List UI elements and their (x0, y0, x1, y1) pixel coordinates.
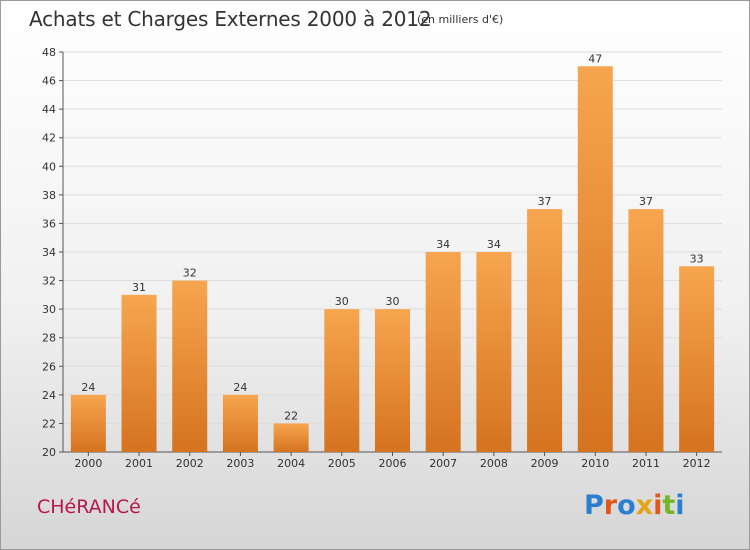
x-tick-label-2005: 2005 (328, 457, 356, 470)
y-tick-label: 26 (42, 360, 56, 373)
x-tick-label-2006: 2006 (379, 457, 407, 470)
y-tick-label: 46 (42, 75, 56, 88)
y-tick-label: 36 (42, 217, 56, 230)
x-tick-label-2004: 2004 (277, 457, 305, 470)
x-tick-label-2010: 2010 (581, 457, 609, 470)
logo-letter: x (635, 490, 654, 521)
value-label-2002: 32 (183, 267, 197, 280)
value-label-2012: 33 (690, 252, 704, 265)
value-label-2003: 24 (233, 381, 247, 394)
logo-letter: P (584, 490, 604, 521)
y-tick-label: 38 (42, 189, 56, 202)
value-label-2001: 31 (132, 281, 146, 294)
bar-2010 (577, 66, 613, 453)
y-tick-label: 22 (42, 417, 56, 430)
x-tick-label-2000: 2000 (74, 457, 102, 470)
chart-unit-label: (en milliers d'€) (417, 13, 504, 26)
value-label-2000: 24 (81, 381, 95, 394)
x-tick-label-2002: 2002 (176, 457, 204, 470)
bar-layer (70, 66, 715, 453)
y-tick-label: 30 (42, 303, 56, 316)
y-tick-label: 28 (42, 332, 56, 345)
y-tick-label: 34 (42, 246, 56, 259)
value-label-2007: 34 (436, 238, 450, 251)
bar-2005 (324, 309, 360, 452)
bar-2011 (628, 209, 664, 452)
logo-letter: r (603, 490, 618, 521)
value-label-2010: 47 (588, 52, 602, 65)
y-tick-label: 20 (42, 446, 56, 459)
bar-2000 (70, 394, 106, 452)
value-label-2008: 34 (487, 238, 501, 251)
commune-name: CHéRANCé (37, 496, 141, 518)
x-tick-label-2012: 2012 (683, 457, 711, 470)
value-label-2006: 30 (386, 295, 400, 308)
x-tick-label-2003: 2003 (226, 457, 254, 470)
bar-2001 (121, 294, 157, 452)
proxiti-logo[interactable]: Proxiti (584, 490, 685, 521)
y-tick-label: 24 (42, 389, 56, 402)
logo-letter: i (653, 490, 663, 521)
bar-2003 (222, 394, 258, 452)
value-label-2009: 37 (538, 195, 552, 208)
logo-letter: i (675, 490, 685, 521)
bar-2008 (476, 252, 512, 452)
value-label-2011: 37 (639, 195, 653, 208)
chart-title: Achats et Charges Externes 2000 à 2012 (29, 7, 432, 31)
y-tick-label: 42 (42, 132, 56, 145)
y-tick-label: 32 (42, 275, 56, 288)
bar-2009 (527, 209, 563, 452)
logo-letter: o (617, 490, 636, 521)
value-label-2005: 30 (335, 295, 349, 308)
y-tick-label: 44 (42, 103, 56, 116)
label-layer: 24 2000 31 2001 32 2002 24 2003 22 2004 30 2005 30 20… (74, 52, 710, 470)
x-tick-label-2007: 2007 (429, 457, 457, 470)
bar-2012 (679, 266, 715, 452)
y-tick-label: 48 (42, 46, 56, 59)
x-tick-label-2011: 2011 (632, 457, 660, 470)
bar-2004 (273, 423, 309, 452)
value-label-2004: 22 (284, 409, 298, 422)
logo-letter: t (662, 490, 676, 521)
x-tick-label-2009: 2009 (531, 457, 559, 470)
bar-2002 (172, 280, 208, 452)
x-tick-label-2001: 2001 (125, 457, 153, 470)
bar-2007 (425, 252, 461, 452)
x-tick-label-2008: 2008 (480, 457, 508, 470)
bar-2006 (375, 309, 410, 452)
y-tick-label: 40 (42, 160, 56, 173)
